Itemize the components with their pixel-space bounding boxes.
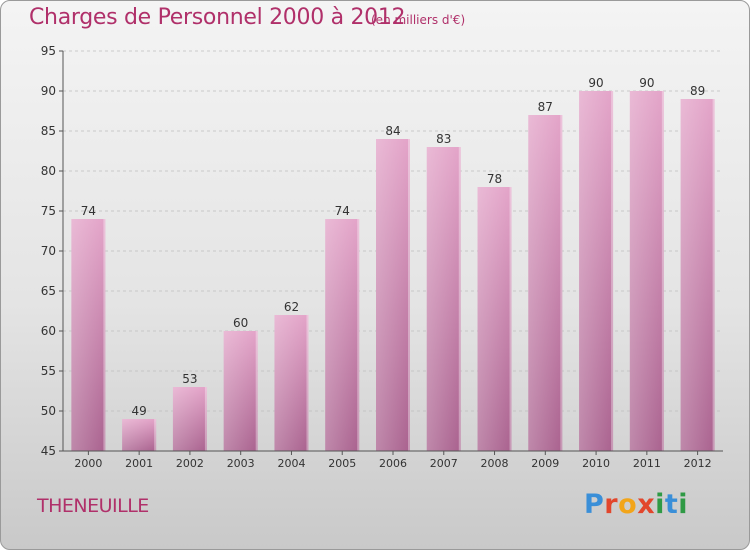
chart-title: Charges de Personnel 2000 à 2012 — [29, 5, 406, 30]
y-tick-label-90: 90 — [41, 84, 56, 98]
y-tick-label-65: 65 — [41, 284, 56, 298]
logo-letter: r — [604, 489, 619, 520]
logo-letter: x — [637, 489, 656, 520]
x-tick-label-2008: 2008 — [481, 457, 509, 470]
data-label-2012: 89 — [690, 84, 705, 98]
bar-highlight-2012 — [680, 99, 715, 451]
x-tick-label-2002: 2002 — [176, 457, 204, 470]
data-label-2011: 90 — [639, 76, 654, 90]
bar-highlight-2006 — [376, 139, 410, 451]
y-tick-label-45: 45 — [41, 444, 56, 458]
x-tick-label-2005: 2005 — [328, 457, 356, 470]
data-label-2006: 84 — [385, 124, 400, 138]
bar-edge-2003 — [255, 331, 258, 451]
logo-letter: i — [655, 489, 665, 520]
bar-highlight-2008 — [477, 187, 512, 451]
bar-highlight-2003 — [223, 331, 258, 451]
x-tick-label-2004: 2004 — [277, 457, 305, 470]
logo-letter: i — [678, 489, 689, 520]
y-tick-label-85: 85 — [41, 124, 56, 138]
x-tick-label-2006: 2006 — [379, 457, 407, 470]
y-tick-label-60: 60 — [41, 324, 56, 338]
bar-highlight-2007 — [426, 147, 461, 451]
y-tick-label-70: 70 — [41, 244, 56, 258]
data-label-2003: 60 — [233, 316, 248, 330]
chart-subtitle: (en milliers d'€) — [371, 13, 466, 27]
y-tick-label-55: 55 — [41, 364, 56, 378]
axes: 45 50 55 60 65 70 75 80 85 90 95 2000 2001 2002 2003 20… — [41, 44, 723, 470]
bar-edge-2005 — [357, 219, 360, 451]
x-tick-label-2001: 2001 — [125, 457, 153, 470]
bar-highlight-2011 — [629, 91, 664, 451]
logo-letter: P — [584, 489, 605, 520]
bar-edge-2001 — [154, 419, 157, 451]
x-tick-label-2010: 2010 — [582, 457, 610, 470]
bar-edge-2010 — [611, 91, 614, 451]
bar-edge-2009 — [560, 115, 563, 451]
data-labels: 74 49 53 60 62 74 84 83 78 87 90 90 89 — [81, 76, 706, 418]
data-label-2009: 87 — [538, 100, 553, 114]
bar-highlight-2000 — [71, 219, 106, 451]
data-label-2010: 90 — [588, 76, 603, 90]
bar-highlight-2010 — [579, 91, 614, 451]
bar-highlight-2004 — [274, 315, 309, 451]
bar-highlight-2002 — [172, 387, 207, 451]
bar-edge-2004 — [306, 315, 309, 451]
x-tick-label-2003: 2003 — [227, 457, 255, 470]
bar-edge-2006 — [408, 139, 410, 451]
commune-name: THENEUILLE — [37, 495, 149, 517]
bar-edge-2007 — [458, 147, 461, 451]
data-label-2004: 62 — [284, 300, 299, 314]
data-label-2001: 49 — [132, 404, 147, 418]
bar-highlight-2001 — [122, 419, 157, 451]
data-label-2002: 53 — [182, 372, 197, 386]
bar-edge-2002 — [204, 387, 207, 451]
data-label-2007: 83 — [436, 132, 451, 146]
x-tick-label-2009: 2009 — [531, 457, 559, 470]
data-label-2008: 78 — [487, 172, 502, 186]
bar-edge-2011 — [661, 91, 664, 451]
x-tick-label-2000: 2000 — [74, 457, 102, 470]
bar-highlight-2009 — [528, 115, 563, 451]
bar-edge-2008 — [509, 187, 512, 451]
y-tick-label-75: 75 — [41, 204, 56, 218]
x-tick-label-2007: 2007 — [430, 457, 458, 470]
bars — [71, 91, 715, 451]
bar-edge-2000 — [103, 219, 106, 451]
x-tick-label-2011: 2011 — [633, 457, 661, 470]
bar-edge-2012 — [712, 99, 715, 451]
y-tick-label-80: 80 — [41, 164, 56, 178]
logo-letter: o — [618, 489, 638, 520]
logo-letter: t — [664, 489, 679, 520]
y-tick-label-95: 95 — [41, 44, 56, 58]
y-tick-label-50: 50 — [41, 404, 56, 418]
bar-highlight-2005 — [325, 219, 360, 451]
data-label-2000: 74 — [81, 204, 96, 218]
data-label-2005: 74 — [335, 204, 350, 218]
proxiti-logo: Proxiti — [584, 489, 688, 520]
x-tick-label-2012: 2012 — [684, 457, 712, 470]
